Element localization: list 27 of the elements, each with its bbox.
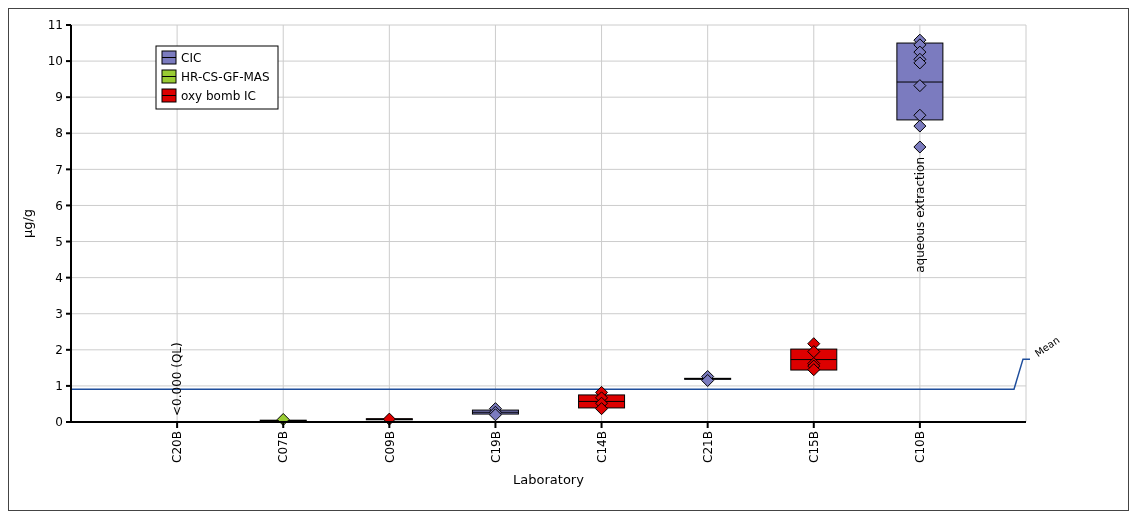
y-axis-title: µg/g [20,208,35,239]
y-tick-label: 8 [55,126,63,141]
y-tick-label: 4 [55,270,63,285]
x-tick-label: C10B [913,431,928,463]
legend-label: oxy bomb IC [181,89,256,104]
x-axis-title: Laboratory [513,472,585,487]
y-tick-label: 0 [55,415,63,430]
y-tick-label: 11 [47,18,63,33]
x-tick-label: C14B [594,431,609,463]
y-tick-label: 7 [55,162,63,177]
y-tick-label: 5 [55,234,63,249]
x-tick-label: C15B [806,431,821,463]
annotation: <0.000 (QL) [170,342,185,416]
legend-label: CIC [181,51,202,66]
x-tick-label: C07B [276,431,291,463]
x-tick-label: C20B [170,431,185,463]
y-tick-label: 6 [55,198,63,213]
x-tick-label: C09B [382,431,397,463]
legend-label: HR-CS-GF-MAS [181,70,270,85]
y-tick-label: 10 [47,54,63,69]
x-tick-label: C21B [700,431,715,463]
y-tick-label: 1 [55,379,63,394]
y-tick-label: 9 [55,90,63,105]
x-tick-label: C19B [488,431,503,463]
y-tick-label: 3 [55,306,63,321]
annotation: aqueous extraction [913,156,928,273]
y-tick-label: 2 [55,343,63,358]
